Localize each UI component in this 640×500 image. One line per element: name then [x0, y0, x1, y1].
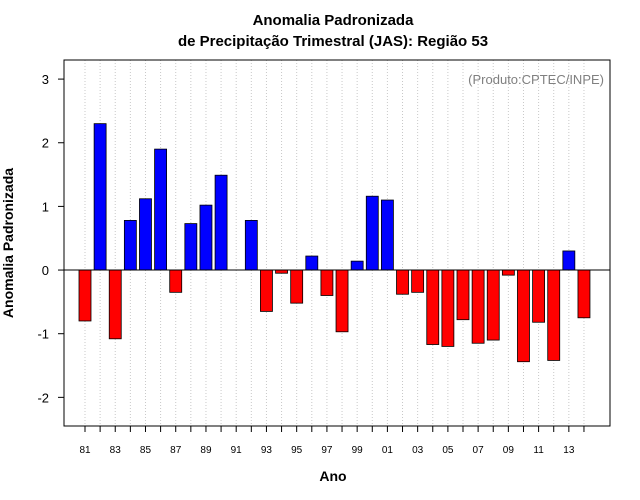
- bar-99: [350, 260, 364, 271]
- bar-08: [486, 269, 500, 341]
- chart-subtitle: de Precipitação Trimestral (JAS): Região…: [178, 33, 488, 50]
- bar-05: [441, 269, 455, 347]
- bar-97: [320, 269, 334, 296]
- bar-84: [123, 220, 137, 271]
- y-tick-label: 3: [42, 72, 49, 87]
- bar-06: [456, 269, 470, 321]
- bar-85: [139, 198, 152, 271]
- bar-81: [78, 269, 92, 322]
- y-tick-label: 2: [42, 136, 49, 151]
- bar-11: [532, 269, 545, 323]
- bar-13: [562, 250, 576, 271]
- bars: [78, 123, 591, 363]
- x-tick-label: 83: [110, 445, 122, 456]
- x-tick-label: 97: [321, 445, 333, 456]
- y-axis-label: Anomalia Padronizada: [0, 168, 16, 318]
- bar-14: [577, 269, 591, 319]
- bar-93: [260, 269, 273, 312]
- bar-98: [335, 269, 349, 333]
- plot-frame: [63, 59, 611, 427]
- y-axis: -2 -1 0 1 2 3: [37, 72, 64, 405]
- x-tick-label: 89: [200, 445, 212, 456]
- y-tick-label: 1: [42, 199, 49, 214]
- y-tick-label: -1: [37, 327, 49, 342]
- x-tick-label: 95: [291, 445, 303, 456]
- bar-96: [305, 255, 319, 271]
- x-tick-label: 11: [533, 445, 544, 456]
- bar-10: [517, 269, 530, 363]
- source-credit: (Produto:CPTEC/INPE): [468, 72, 604, 87]
- bar-82: [93, 123, 107, 271]
- bar-01: [380, 199, 394, 271]
- bar-90: [214, 174, 228, 271]
- x-tick-label: 03: [412, 445, 424, 456]
- bar-09: [501, 269, 515, 276]
- x-axis-label: Ano: [319, 468, 346, 484]
- x-tick-label: 05: [442, 445, 454, 456]
- x-tick-label: 01: [382, 445, 394, 456]
- x-axis: 81 83 85 87 89 91 93 95 97 99 01 03 05 07 09 11 13: [79, 426, 585, 456]
- bar-89: [199, 204, 213, 271]
- x-tick-label: 07: [473, 445, 485, 456]
- x-tick-label: 87: [170, 445, 182, 456]
- bar-04: [426, 269, 440, 345]
- x-tick-label: 81: [79, 445, 91, 456]
- y-tick-label: 0: [42, 263, 49, 278]
- bar-87: [169, 269, 183, 293]
- bar-00: [365, 195, 379, 271]
- x-tick-label: 93: [261, 445, 273, 456]
- bar-03: [411, 269, 425, 293]
- bar-95: [290, 269, 304, 304]
- x-tick-label: 91: [231, 445, 243, 456]
- bar-83: [108, 269, 122, 340]
- bar-88: [184, 223, 198, 271]
- bar-92: [244, 220, 258, 271]
- chart-title: Anomalia Padronizada: [253, 12, 415, 29]
- x-tick-label: 13: [563, 445, 575, 456]
- x-tick-label: 09: [503, 445, 515, 456]
- x-tick-label: 85: [140, 445, 152, 456]
- bar-12: [547, 269, 561, 361]
- bar-02: [396, 269, 409, 295]
- bar-86: [154, 148, 168, 271]
- x-tick-label: 99: [352, 445, 364, 456]
- y-tick-label: -2: [37, 390, 49, 405]
- bar-07: [471, 269, 485, 344]
